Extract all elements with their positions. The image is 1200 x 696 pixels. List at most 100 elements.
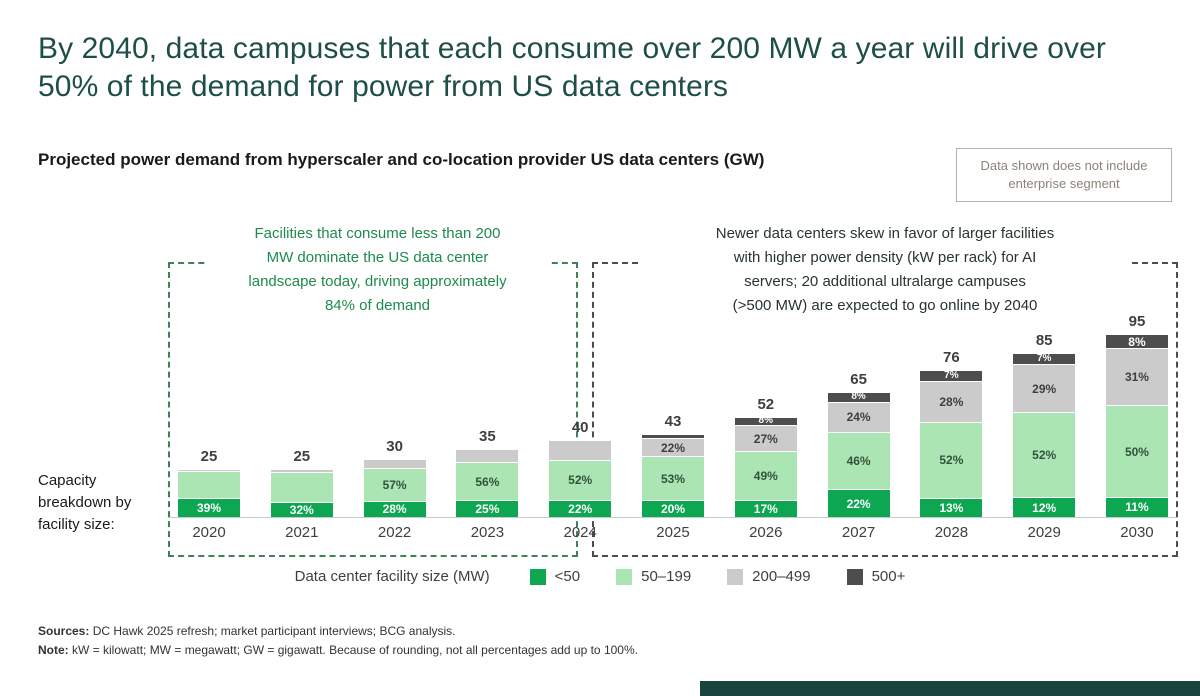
enterprise-note-box: Data shown does not include enterprise s…	[956, 148, 1172, 203]
bar-total-label: 35	[479, 428, 496, 446]
bar-stack: 11% 50% 31% 8%	[1105, 333, 1168, 517]
bar-stack: 22% 46% 24% 8%	[827, 391, 890, 517]
bar-chart: 25 39% 25 32% 30 28% 57% 35 25% 56% 40 22% 52% 43 20% 5…	[178, 287, 1168, 517]
annotation-small-facilities: Facilities that consume less than 200 MW…	[205, 220, 550, 320]
bar-total-label: 85	[1035, 331, 1053, 349]
segment-500+: 8%	[734, 416, 797, 426]
bar-2030: 95 11% 50% 31% 8%	[1105, 312, 1168, 517]
x-axis-labels: 2020 2021 2022 2023 2024 2025 2026 2027 2028 2029…	[178, 524, 1168, 541]
bar-total-label: 40	[571, 418, 589, 436]
legend-title: Data center facility size (MW)	[294, 568, 490, 585]
legend-swatch-icon	[616, 568, 633, 585]
segment-200-499	[178, 468, 240, 472]
legend-item-500+: 500+	[846, 568, 906, 585]
footnotes: Sources: DC Hawk 2025 refresh; market pa…	[38, 622, 638, 660]
x-tick-2022: 2022	[377, 524, 412, 541]
bar-stack: 39%	[178, 468, 240, 517]
segment-200-499: 24%	[827, 401, 890, 432]
segment-50-199: 57%	[363, 467, 426, 501]
legend-item-label: 500+	[871, 568, 906, 585]
note-line: Note: kW = kilowatt; MW = megawatt; GW =…	[38, 641, 638, 660]
bar-2025: 43 20% 53% 22%	[641, 413, 704, 517]
note-label: Note:	[38, 643, 69, 658]
x-axis-line	[168, 517, 1178, 518]
segment-500+: 7%	[1013, 353, 1076, 365]
bar-total-label: 52	[757, 395, 775, 413]
legend-item-label: 200–499	[752, 568, 811, 585]
segment-50-199: 56%	[456, 462, 519, 501]
segment-<50: 17%	[734, 500, 797, 517]
legend-item-200-499: 200–499	[727, 568, 811, 585]
segment-<50: 32%	[270, 501, 333, 517]
legend-swatch-icon	[529, 568, 546, 585]
note-text: kW = kilowatt; MW = megawatt; GW = gigaw…	[68, 643, 638, 658]
segment-<50: 22%	[549, 500, 612, 517]
segment-200-499	[549, 439, 612, 460]
segment-200-499: 29%	[1013, 364, 1076, 413]
legend: Data center facility size (MW) <50 50–199…	[0, 568, 1200, 585]
bar-2023: 35 25% 56%	[456, 428, 519, 517]
bar-total-label: 25	[293, 447, 311, 465]
x-tick-2024: 2024	[563, 524, 597, 541]
x-tick-2027: 2027	[841, 524, 876, 541]
segment-200-499	[363, 459, 426, 468]
bar-stack: 22% 52%	[549, 439, 612, 517]
annotation-large-facilities: Newer data centers skew in favor of larg…	[640, 220, 1130, 320]
sources-text: DC Hawk 2025 refresh; market participant…	[89, 624, 456, 638]
legend-items: <50 50–199 200–499 500+	[529, 568, 906, 585]
segment-500+: 8%	[827, 391, 890, 402]
segment-<50: 22%	[827, 489, 890, 517]
bar-2028: 76 13% 52% 28% 7%	[920, 349, 983, 517]
segment-50-199	[178, 471, 240, 499]
x-tick-2029: 2029	[1027, 524, 1061, 541]
bar-2026: 52 17% 49% 27% 8%	[734, 395, 797, 517]
x-tick-2028: 2028	[934, 524, 969, 541]
segment-50-199: 50%	[1105, 405, 1168, 497]
footer-accent-bar	[700, 681, 1200, 696]
bar-stack: 13% 52% 28% 7%	[920, 370, 983, 517]
bar-2024: 40 22% 52%	[549, 418, 612, 517]
x-tick-2030: 2030	[1120, 524, 1154, 541]
segment-200-499: 31%	[1105, 348, 1168, 406]
bar-total-label: 65	[850, 370, 867, 388]
segment-<50: 39%	[178, 498, 240, 517]
segment-200-499: 28%	[920, 380, 983, 422]
bar-stack: 28% 57%	[363, 459, 426, 517]
legend-item-label: 50–199	[641, 568, 692, 585]
sources-line: Sources: DC Hawk 2025 refresh; market pa…	[38, 622, 638, 641]
bar-2020: 25 39%	[178, 448, 240, 517]
segment-50-199	[270, 471, 333, 502]
bar-stack: 32%	[270, 468, 333, 517]
bar-2029: 85 12% 52% 29% 7%	[1013, 331, 1076, 517]
x-tick-2023: 2023	[470, 524, 505, 541]
segment-<50: 25%	[456, 500, 519, 517]
x-tick-2020: 2020	[192, 524, 226, 541]
segment-<50: 28%	[363, 500, 426, 517]
legend-swatch-icon	[846, 568, 863, 585]
legend-swatch-icon	[727, 568, 744, 585]
sources-label: Sources:	[38, 624, 90, 638]
segment-<50: 20%	[641, 500, 704, 517]
segment-200-499	[456, 449, 519, 463]
segment-50-199: 52%	[920, 421, 983, 498]
legend-item-label: <50	[554, 568, 581, 585]
segment-50-199: 49%	[734, 451, 797, 501]
bar-stack: 20% 53% 22%	[641, 434, 704, 517]
chart-title: Projected power demand from hyperscaler …	[38, 150, 765, 169]
segment-500+	[641, 434, 704, 439]
bar-stack: 25% 56%	[456, 449, 519, 517]
capacity-breakdown-caption: Capacity breakdown by facility size:	[38, 472, 132, 533]
page-title: By 2040, data campuses that each consume…	[38, 32, 1107, 104]
x-tick-2026: 2026	[749, 524, 783, 541]
bar-2022: 30 28% 57%	[363, 438, 426, 517]
segment-500+: 8%	[1105, 333, 1168, 349]
bar-total-label: 43	[664, 413, 682, 431]
segment-200-499: 22%	[641, 438, 704, 457]
x-tick-2021: 2021	[285, 524, 319, 541]
segment-<50: 11%	[1105, 496, 1168, 517]
bar-total-label: 95	[1128, 312, 1146, 330]
legend-item-50-199: 50–199	[616, 568, 691, 585]
segment-50-199: 52%	[1013, 412, 1076, 498]
bar-total-label: 30	[386, 438, 403, 456]
